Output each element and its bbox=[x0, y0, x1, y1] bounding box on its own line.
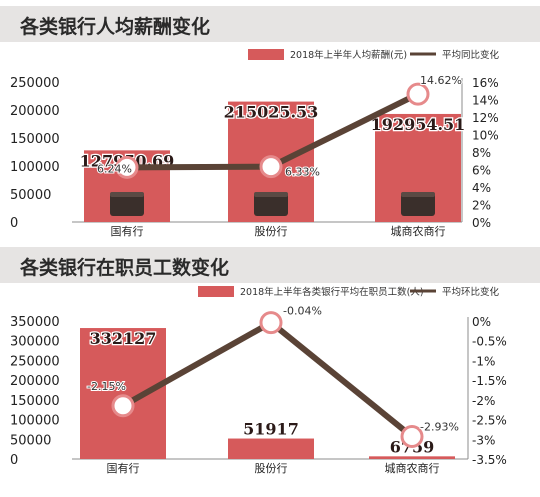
left-axis-tick-label: 200000 bbox=[10, 104, 60, 119]
staff-chart-panel: 各类银行在职员工数变化 2018年上半年各类银行平均在职员工数(人) 平均环比变化… bbox=[0, 247, 540, 497]
right-axis-tick-label: 8% bbox=[472, 146, 491, 160]
trend-point bbox=[400, 425, 424, 449]
left-axis-tick-label: 300000 bbox=[10, 335, 60, 350]
left-axis-tick-label: 250000 bbox=[10, 76, 60, 91]
right-axis-tick-label: 0% bbox=[472, 216, 491, 230]
wallet-icon bbox=[401, 192, 435, 216]
legend-line-label: 平均同比变化 bbox=[442, 49, 500, 61]
trend-point-label: -2.93% bbox=[420, 421, 459, 434]
trend-point bbox=[115, 155, 139, 179]
staff-chart-title: 各类银行在职员工数变化 bbox=[20, 257, 230, 279]
right-axis-tick-label: -2.5% bbox=[472, 414, 507, 428]
staff-chart-header: 各类银行在职员工数变化 bbox=[0, 247, 540, 283]
left-axis-tick-label: 150000 bbox=[10, 394, 60, 409]
category-label: 城商农商行 bbox=[385, 461, 440, 475]
salary-chart: 2018年上半年人均薪酬(元) 平均同比变化 0 50000 100000 150000 2… bbox=[10, 49, 500, 238]
category-label: 国有行 bbox=[111, 224, 144, 238]
legend-line-label: 平均环比变化 bbox=[442, 286, 500, 298]
left-axis-tick-label: 50000 bbox=[10, 433, 51, 448]
left-axis-tick-label: 350000 bbox=[10, 315, 60, 330]
left-axis-tick-label: 50000 bbox=[10, 188, 51, 203]
left-axis-tick-label: 0 bbox=[10, 216, 18, 231]
right-axis-tick-label: 16% bbox=[472, 76, 499, 90]
right-axis-tick-label: 14% bbox=[472, 94, 499, 108]
legend-bar-swatch bbox=[248, 49, 284, 60]
right-axis-tick-label: -0.5% bbox=[472, 335, 507, 349]
trend-point-label: 6.33% bbox=[285, 166, 320, 179]
bar-value-label: 215025.53 bbox=[224, 103, 319, 122]
category-label: 国有行 bbox=[107, 461, 140, 475]
right-axis-tick-label: -1% bbox=[472, 354, 495, 368]
salary-chart-panel: 各类银行人均薪酬变化 2018年上半年人均薪酬(元) 平均同比变化 0 50000 10… bbox=[0, 6, 540, 238]
right-axis-tick-label: -3% bbox=[472, 433, 495, 447]
left-axis-tick-label: 100000 bbox=[10, 160, 60, 175]
right-axis-tick-label: -2% bbox=[472, 394, 495, 408]
bar-value-label: 332127 bbox=[90, 329, 157, 348]
wallet-flap-icon bbox=[401, 192, 435, 197]
trend-point bbox=[111, 394, 135, 418]
staff-chart: 2018年上半年各类银行平均在职员工数(人) 平均环比变化 0 50000 100000… bbox=[10, 286, 507, 475]
right-axis-tick-label: -1.5% bbox=[472, 374, 507, 388]
category-label: 股份行 bbox=[255, 462, 288, 475]
left-axis-tick-label: 150000 bbox=[10, 132, 60, 147]
legend-bar-swatch bbox=[198, 286, 234, 297]
category-label: 城商农商行 bbox=[391, 224, 446, 238]
bar-value-label: 192954.51 bbox=[371, 115, 466, 134]
right-axis-tick-label: 12% bbox=[472, 111, 499, 125]
left-axis-tick-label: 250000 bbox=[10, 354, 60, 369]
trend-point bbox=[259, 155, 283, 179]
wallet-icon bbox=[254, 192, 288, 216]
trend-point-label: 6.24% bbox=[97, 162, 132, 175]
trend-point-label: 14.62% bbox=[420, 74, 462, 87]
trend-point bbox=[259, 311, 283, 335]
bar bbox=[369, 456, 455, 459]
trend-point bbox=[406, 82, 430, 106]
right-axis-tick-label: -3.5% bbox=[472, 453, 507, 467]
trend-point-label: -2.15% bbox=[87, 380, 126, 393]
legend-bar-label: 2018年上半年人均薪酬(元) bbox=[290, 49, 407, 61]
category-label: 股份行 bbox=[255, 225, 288, 238]
right-axis-tick-label: 4% bbox=[472, 181, 491, 195]
right-axis-tick-label: 0% bbox=[472, 315, 491, 329]
salary-chart-title: 各类银行人均薪酬变化 bbox=[20, 16, 211, 38]
salary-chart-header: 各类银行人均薪酬变化 bbox=[0, 6, 540, 42]
trend-point-label: -0.04% bbox=[283, 305, 322, 318]
legend-bar-label: 2018年上半年各类银行平均在职员工数(人) bbox=[240, 286, 424, 298]
left-axis-tick-label: 0 bbox=[10, 453, 18, 468]
bar-value-label: 51917 bbox=[243, 420, 299, 439]
bar bbox=[80, 328, 166, 459]
bar bbox=[228, 438, 314, 459]
right-axis-tick-label: 2% bbox=[472, 199, 491, 213]
right-axis-tick-label: 6% bbox=[472, 164, 491, 178]
right-axis-tick-label: 10% bbox=[472, 129, 499, 143]
left-axis-tick-label: 100000 bbox=[10, 414, 60, 429]
wallet-icon bbox=[110, 192, 144, 216]
wallet-flap-icon bbox=[254, 192, 288, 197]
left-axis-tick-label: 200000 bbox=[10, 374, 60, 389]
wallet-flap-icon bbox=[110, 192, 144, 197]
